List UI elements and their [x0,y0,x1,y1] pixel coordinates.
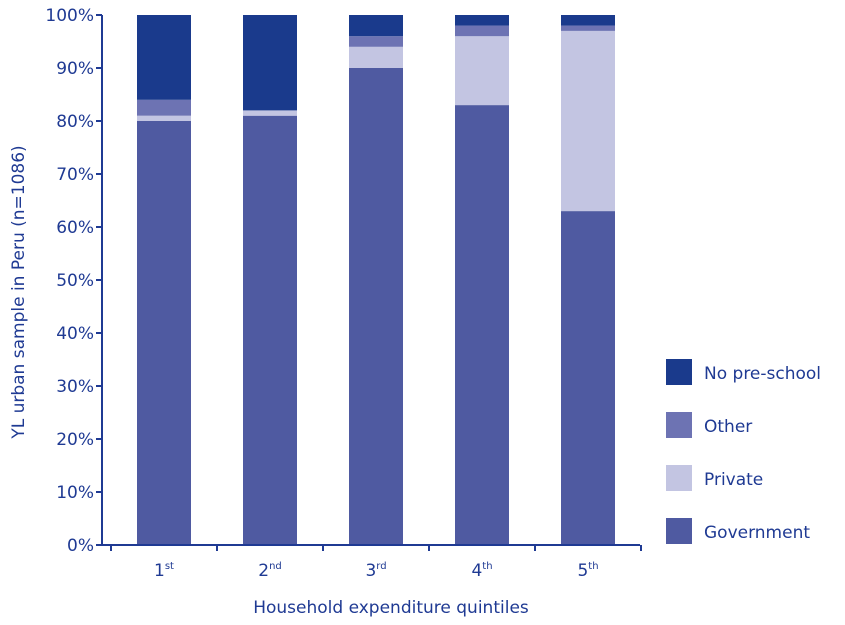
bar-government-q3 [349,68,403,545]
x-tick-label-suffix: th [588,561,598,572]
x-tick-label-suffix: th [482,561,492,572]
x-tick-label-suffix: rd [376,561,386,572]
x-tick-label-number: 3 [365,561,376,581]
x-tick-label: 1st [154,561,174,581]
legend-label-government: Government [704,523,810,543]
x-tick-label: 2nd [258,561,282,581]
x-tick-label-number: 2 [258,561,269,581]
bar-private-q2 [243,110,297,116]
bar-private-q3 [349,46,403,68]
bar-no-pre-school-q3 [349,15,403,37]
bars-group [137,15,615,545]
bar-no-pre-school-q1 [137,15,191,100]
x-tick-label-number: 1 [154,561,165,581]
x-tick-label-number: 5 [577,561,588,581]
legend-label-no-pre-school: No pre-school [704,364,821,384]
legend-label-other: Other [704,417,752,437]
y-tick-label: 100% [45,6,94,26]
y-axis-title: YL urban sample in Peru (n=1086) [9,145,29,439]
legend-swatch-other [666,412,692,438]
bar-no-pre-school-q2 [243,15,297,111]
bar-government-q2 [243,115,297,545]
y-tick-label: 70% [56,165,94,185]
legend-swatch-no-pre-school [666,359,692,385]
bar-other-q4 [455,25,509,37]
x-ticks-group: 1st 2nd 3rd 4th 5th [110,545,642,581]
x-tick-label: 4th [471,561,492,581]
y-ticks-group: 0% 10% 20% 30% 40% 50% 60% 70% 80% 90% 100% [45,6,102,556]
bar-private-q5 [561,30,615,212]
legend-swatch-government [666,518,692,544]
y-tick-label: 60% [56,218,94,238]
bar-government-q5 [561,211,615,545]
y-tick-label: 80% [56,112,94,132]
y-tick-label: 0% [67,536,94,556]
x-axis-title: Household expenditure quintiles [253,598,529,618]
legend-label-private: Private [704,470,763,490]
x-tick-label-suffix: nd [269,561,282,572]
x-tick-label: 5th [577,561,598,581]
y-tick-label: 20% [56,430,94,450]
bar-private-q4 [455,36,509,106]
bar-no-pre-school-q4 [455,15,509,26]
y-tick-label: 10% [56,483,94,503]
bar-other-q5 [561,25,615,31]
bar-government-q4 [455,105,509,545]
x-tick-label-number: 4 [471,561,482,581]
bar-other-q3 [349,36,403,47]
legend: No pre-school Other Private Government [666,359,821,544]
legend-swatch-private [666,465,692,491]
y-tick-label: 40% [56,324,94,344]
y-tick-label: 30% [56,377,94,397]
bar-other-q1 [137,99,191,116]
bar-private-q1 [137,115,191,121]
y-tick-label: 90% [56,59,94,79]
y-tick-label: 50% [56,271,94,291]
x-tick-label: 3rd [365,561,386,581]
bar-no-pre-school-q5 [561,15,615,26]
bar-government-q1 [137,121,191,545]
x-tick-label-suffix: st [165,561,174,572]
